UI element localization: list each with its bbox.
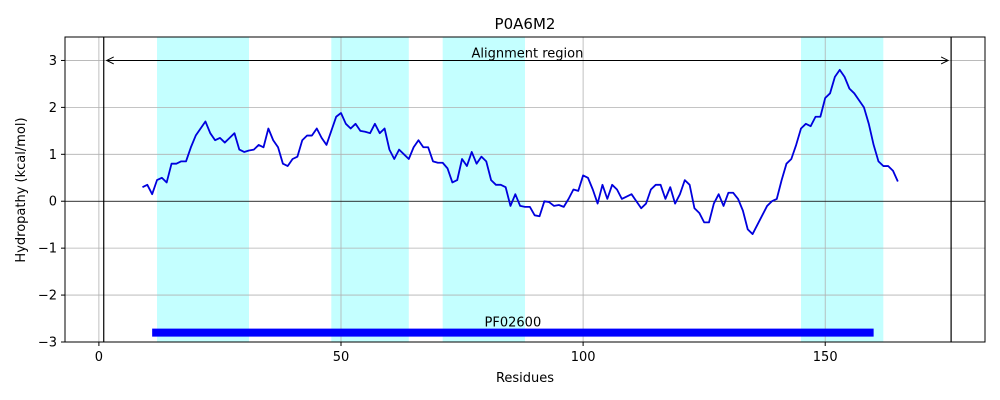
x-tick-label: 100 [571, 350, 596, 365]
highlight-region-4 [801, 37, 884, 342]
x-tick-label: 150 [813, 350, 838, 365]
highlight-region-3 [442, 37, 525, 342]
domain-label: PF02600 [485, 316, 542, 331]
alignment-region-annotation: Alignment region [103, 37, 952, 342]
y-ticks: −3 −2 −1 0 1 2 3 [38, 54, 65, 351]
domain-annotation: PF02600 [152, 316, 874, 337]
chart-title: P0A6M2 [495, 15, 556, 33]
highlight-region-1 [157, 37, 249, 342]
hydropathy-series [142, 68, 899, 235]
alignment-arrow-left-head [105, 56, 114, 65]
y-tick-label: −1 [38, 242, 57, 257]
domain-bar [152, 328, 874, 337]
highlight-region-2 [331, 37, 409, 342]
hydropathy-line-1 [142, 68, 899, 235]
plot-frame [64, 36, 986, 343]
y-tick-label: 3 [49, 54, 57, 69]
alignment-region-label: Alignment region [471, 46, 583, 61]
y-tick-label: −3 [38, 336, 57, 351]
alignment-arrow-right-head [940, 56, 950, 65]
x-tick-label: 0 [95, 350, 103, 365]
y-tick-label: 1 [49, 148, 57, 163]
axes-frame [64, 36, 986, 343]
y-tick-label: −2 [38, 289, 57, 304]
x-axis-label: Residues [496, 371, 554, 386]
x-ticks: 0 50 100 150 [95, 342, 838, 365]
y-tick-label: 2 [49, 101, 57, 116]
y-tick-label: 0 [49, 195, 57, 210]
highlight-regions [157, 37, 884, 342]
y-axis-label: Hydropathy (kcal/mol) [14, 117, 29, 262]
x-tick-label: 50 [333, 350, 350, 365]
